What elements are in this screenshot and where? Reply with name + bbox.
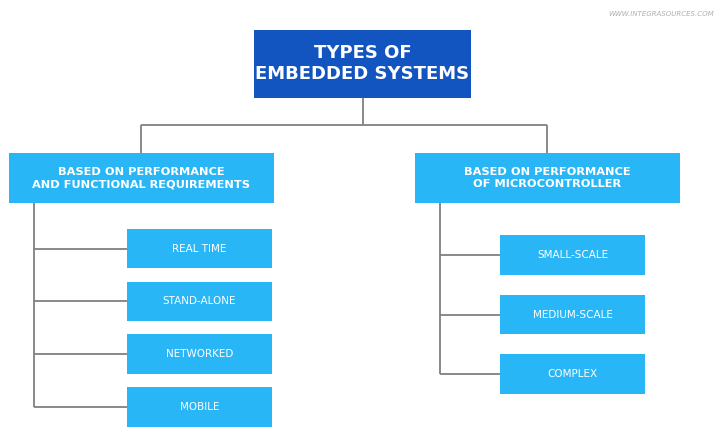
FancyBboxPatch shape [500, 295, 645, 334]
FancyBboxPatch shape [9, 153, 273, 203]
Text: BASED ON PERFORMANCE
AND FUNCTIONAL REQUIREMENTS: BASED ON PERFORMANCE AND FUNCTIONAL REQU… [33, 167, 250, 189]
FancyBboxPatch shape [500, 235, 645, 275]
Text: BASED ON PERFORMANCE
OF MICROCONTROLLER: BASED ON PERFORMANCE OF MICROCONTROLLER [464, 167, 631, 189]
FancyBboxPatch shape [127, 229, 272, 268]
Text: COMPLEX: COMPLEX [547, 369, 598, 379]
Text: WWW.INTEGRASOURCES.COM: WWW.INTEGRASOURCES.COM [608, 11, 714, 17]
Text: TYPES OF
EMBEDDED SYSTEMS: TYPES OF EMBEDDED SYSTEMS [255, 44, 470, 83]
Text: STAND-ALONE: STAND-ALONE [162, 297, 236, 306]
Text: REAL TIME: REAL TIME [173, 244, 226, 253]
Text: SMALL-SCALE: SMALL-SCALE [537, 250, 608, 260]
FancyBboxPatch shape [415, 153, 679, 203]
FancyBboxPatch shape [127, 387, 272, 427]
Text: MOBILE: MOBILE [180, 402, 219, 412]
FancyBboxPatch shape [127, 282, 272, 321]
FancyBboxPatch shape [127, 334, 272, 374]
FancyBboxPatch shape [500, 354, 645, 394]
Text: NETWORKED: NETWORKED [166, 349, 233, 359]
FancyBboxPatch shape [254, 29, 471, 98]
Text: MEDIUM-SCALE: MEDIUM-SCALE [533, 310, 613, 319]
